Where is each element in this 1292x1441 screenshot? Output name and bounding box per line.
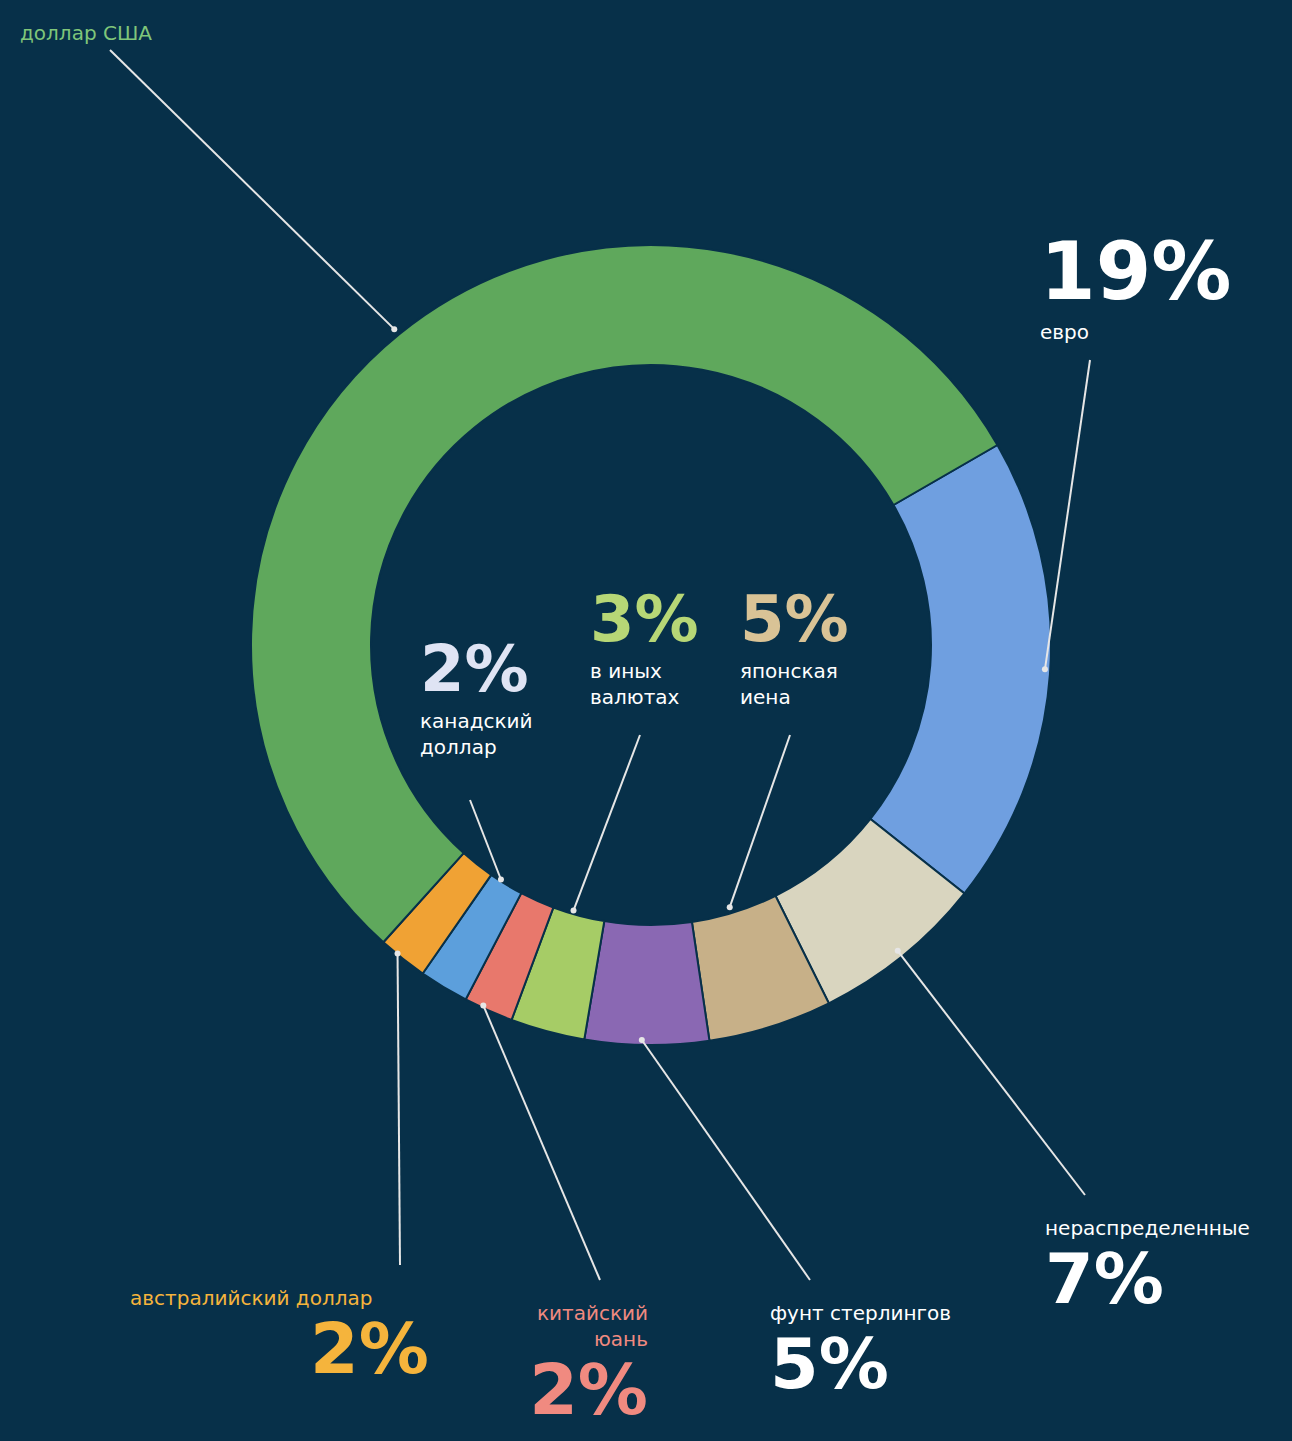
svg-text:канадский: канадский [420,709,533,733]
svg-text:японская: японская [740,659,838,683]
svg-text:5%: 5% [740,582,849,656]
svg-text:евро: евро [1040,320,1089,344]
svg-text:2%: 2% [529,1349,648,1431]
svg-text:фунт стерлингов: фунт стерлингов [770,1301,951,1325]
svg-text:австралийский доллар: австралийский доллар [130,1286,372,1310]
svg-text:в иных: в иных [590,659,662,683]
svg-text:доллар: доллар [420,735,497,759]
svg-text:доллар США: доллар США [20,21,152,45]
svg-text:валютах: валютах [590,685,680,709]
svg-text:китайский: китайский [537,1301,648,1325]
svg-text:юань: юань [594,1327,648,1351]
svg-text:иена: иена [740,685,791,709]
svg-text:3%: 3% [590,582,699,656]
svg-text:2%: 2% [420,632,529,706]
svg-text:7%: 7% [1045,1238,1164,1320]
svg-text:19%: 19% [1040,225,1231,318]
svg-text:5%: 5% [770,1323,889,1405]
svg-text:нераспределенные: нераспределенные [1045,1216,1250,1240]
svg-text:2%: 2% [310,1308,429,1390]
